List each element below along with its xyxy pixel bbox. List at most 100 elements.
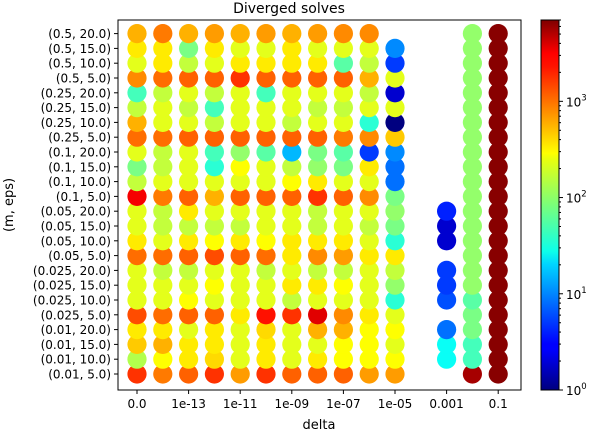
- data-point: [256, 98, 276, 118]
- data-point: [488, 186, 508, 206]
- data-point: [333, 260, 353, 280]
- data-point: [282, 23, 302, 44]
- data-point: [127, 68, 147, 88]
- data-point: [204, 53, 224, 73]
- data-point: [153, 260, 173, 280]
- data-point: [488, 127, 508, 147]
- data-point: [282, 186, 302, 206]
- x-tick-label: 0.001: [429, 397, 463, 411]
- data-point: [282, 83, 302, 103]
- data-point: [437, 290, 457, 310]
- data-point: [179, 38, 199, 59]
- data-point: [153, 320, 173, 340]
- data-point: [308, 290, 328, 310]
- data-point: [256, 320, 276, 340]
- data-point: [153, 349, 173, 369]
- data-point: [333, 246, 353, 266]
- data-point: [204, 201, 224, 221]
- data-point: [462, 305, 482, 325]
- data-point: [282, 127, 302, 147]
- data-point: [179, 53, 199, 73]
- colorbar-ticks: 100 101 102 103: [559, 19, 587, 398]
- data-point: [256, 23, 276, 44]
- data-point: [127, 275, 147, 295]
- colorbar: [540, 19, 560, 391]
- data-point: [230, 38, 250, 59]
- y-tick-label: (0.05, 20.0): [41, 205, 111, 219]
- data-point: [437, 260, 457, 280]
- data-point: [256, 216, 276, 236]
- data-point: [282, 53, 302, 73]
- colorbar-tick-label: 100: [566, 382, 587, 398]
- data-point: [282, 305, 302, 325]
- data-point: [488, 201, 508, 221]
- data-point: [359, 334, 379, 354]
- y-tick-label: (0.5, 15.0): [48, 42, 111, 56]
- x-tick-label: 1e-13: [171, 397, 206, 411]
- data-point: [282, 275, 302, 295]
- data-point: [282, 112, 302, 132]
- data-point: [204, 98, 224, 118]
- data-point: [179, 23, 199, 44]
- data-point: [179, 349, 199, 369]
- data-point: [308, 201, 328, 221]
- y-tick-label: (0.5, 20.0): [48, 27, 111, 41]
- data-point: [153, 334, 173, 354]
- data-point: [256, 260, 276, 280]
- data-points: [127, 23, 508, 384]
- data-point: [230, 127, 250, 147]
- data-point: [230, 186, 250, 206]
- data-point: [333, 157, 353, 177]
- data-point: [488, 260, 508, 280]
- data-point: [230, 83, 250, 103]
- data-point: [282, 334, 302, 354]
- y-tick-label: (0.05, 5.0): [48, 249, 111, 263]
- data-point: [230, 98, 250, 118]
- data-point: [488, 334, 508, 354]
- data-point: [488, 38, 508, 59]
- data-point: [179, 201, 199, 221]
- data-point: [359, 246, 379, 266]
- data-point: [127, 127, 147, 147]
- data-point: [179, 334, 199, 354]
- data-point: [127, 349, 147, 369]
- data-point: [179, 172, 199, 192]
- data-point: [230, 320, 250, 340]
- data-point: [282, 246, 302, 266]
- data-point: [359, 127, 379, 147]
- y-tick-label: (0.01, 10.0): [41, 353, 111, 367]
- data-point: [488, 68, 508, 88]
- data-point: [308, 275, 328, 295]
- data-point: [308, 83, 328, 103]
- data-point: [359, 23, 379, 44]
- data-point: [127, 334, 147, 354]
- data-point: [230, 68, 250, 88]
- data-point: [359, 186, 379, 206]
- data-point: [385, 201, 405, 221]
- data-point: [153, 275, 173, 295]
- data-point: [462, 157, 482, 177]
- x-tick-label: 1e-05: [378, 397, 413, 411]
- data-point: [462, 53, 482, 73]
- y-tick-label: (0.25, 5.0): [48, 131, 111, 145]
- data-point: [333, 38, 353, 59]
- data-point: [179, 364, 199, 384]
- data-point: [385, 290, 405, 310]
- data-point: [462, 275, 482, 295]
- data-point: [333, 142, 353, 162]
- data-point: [333, 216, 353, 236]
- data-point: [204, 112, 224, 132]
- data-point: [385, 334, 405, 354]
- data-point: [127, 186, 147, 206]
- data-point: [153, 172, 173, 192]
- data-point: [204, 172, 224, 192]
- data-point: [127, 142, 147, 162]
- data-point: [333, 275, 353, 295]
- data-point: [359, 53, 379, 73]
- data-point: [153, 142, 173, 162]
- data-point: [308, 364, 328, 384]
- data-point: [204, 142, 224, 162]
- data-point: [179, 231, 199, 251]
- data-point: [437, 320, 457, 340]
